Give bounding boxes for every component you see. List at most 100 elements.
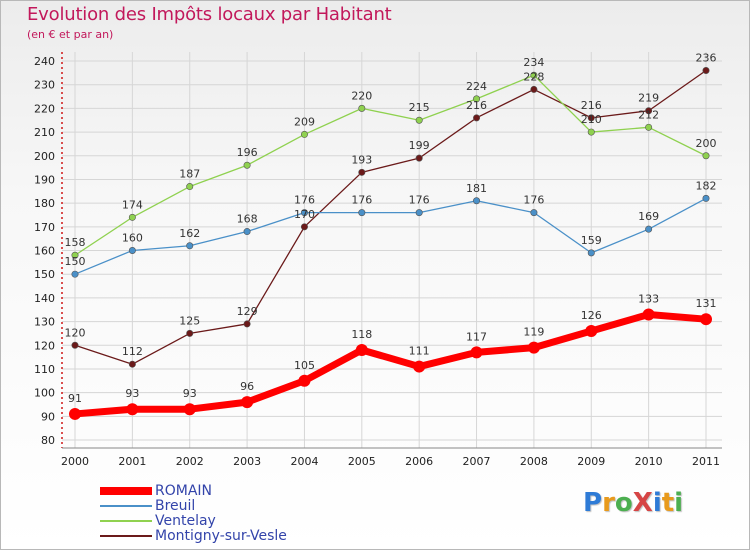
data-point-breuil: [530, 209, 538, 217]
data-point-romain: [126, 403, 139, 416]
data-label-romain: 93: [125, 387, 139, 400]
data-label-montigny-sur-vesle: 219: [638, 92, 659, 105]
data-point-ventelay: [473, 95, 481, 103]
y-tick-label: 220: [34, 102, 55, 115]
data-label-montigny-sur-vesle: 125: [179, 314, 200, 327]
y-tick-label: 240: [34, 55, 55, 68]
x-tick-label: 2004: [290, 455, 318, 468]
data-label-breuil: 182: [696, 179, 717, 192]
legend: ROMAIN Breuil Ventelay Montigny-sur-Vesle: [100, 484, 360, 544]
logo-letter: o: [614, 488, 633, 518]
data-label-montigny-sur-vesle: 193: [351, 153, 372, 166]
logo-letter: X: [632, 488, 653, 518]
data-point-breuil: [358, 209, 366, 217]
y-tick-label: 90: [41, 410, 55, 423]
data-label-montigny-sur-vesle: 228: [523, 70, 544, 83]
data-label-breuil: 176: [351, 194, 372, 207]
data-point-ventelay: [358, 104, 366, 112]
data-label-romain: 96: [240, 380, 254, 393]
series-line-montigny-sur-vesle: [74, 69, 707, 365]
legend-swatch-ventelay: [100, 520, 152, 522]
data-label-romain: 126: [581, 309, 602, 322]
data-label-montigny-sur-vesle: 129: [237, 305, 258, 318]
proxiti-logo: ProXiti: [583, 488, 683, 518]
data-label-ventelay: 212: [638, 108, 659, 121]
x-tick-label: 2010: [635, 455, 663, 468]
y-tick-label: 140: [34, 292, 55, 305]
data-label-breuil: 150: [65, 255, 86, 268]
chart-title: Evolution des Impôts locaux par Habitant: [27, 4, 392, 25]
data-point-romain: [585, 325, 598, 338]
data-point-romain: [298, 374, 311, 387]
data-label-romain: 133: [638, 292, 659, 305]
data-point-ventelay: [702, 152, 710, 160]
y-tick-label: 160: [34, 245, 55, 258]
data-label-ventelay: 158: [65, 236, 86, 249]
legend-item-breuil: Breuil: [100, 499, 360, 514]
logo-letter: r: [602, 488, 615, 518]
chart-subtitle: (en € et par an): [27, 28, 114, 41]
logo-letter: i: [652, 488, 662, 518]
series-line-romain: [71, 310, 710, 418]
legend-item-romain: ROMAIN: [100, 484, 360, 499]
data-label-breuil: 159: [581, 234, 602, 247]
logo-letter: t: [661, 488, 675, 518]
data-point-montigny-sur-vesle: [71, 341, 79, 349]
data-label-breuil: 176: [409, 194, 430, 207]
data-point-montigny-sur-vesle: [702, 66, 710, 74]
data-label-breuil: 176: [294, 194, 315, 207]
series-line-ventelay: [74, 74, 707, 256]
data-label-breuil: 176: [523, 194, 544, 207]
data-label-romain: 111: [409, 345, 430, 358]
data-point-romain: [470, 346, 483, 359]
x-tick-label: 2000: [61, 455, 89, 468]
x-tick-label: 2003: [233, 455, 261, 468]
data-point-montigny-sur-vesle: [415, 154, 423, 162]
y-tick-label: 110: [34, 363, 55, 376]
data-point-ventelay: [71, 251, 79, 259]
x-tick-label: 2007: [463, 455, 491, 468]
legend-item-ventelay: Ventelay: [100, 514, 360, 529]
data-point-breuil: [645, 225, 653, 233]
data-point-ventelay: [530, 71, 538, 79]
data-label-montigny-sur-vesle: 120: [65, 326, 86, 339]
data-point-breuil: [415, 209, 423, 217]
legend-item-montigny-sur-vesle: Montigny-sur-Vesle: [100, 529, 360, 544]
data-point-romain: [413, 360, 426, 373]
data-label-ventelay: 209: [294, 115, 315, 128]
data-label-breuil: 168: [237, 213, 258, 226]
data-label-romain: 117: [466, 330, 487, 343]
data-point-breuil: [702, 194, 710, 202]
data-point-montigny-sur-vesle: [128, 360, 136, 368]
y-tick-label: 210: [34, 126, 55, 139]
data-point-ventelay: [415, 116, 423, 124]
data-point-ventelay: [128, 213, 136, 221]
data-point-montigny-sur-vesle: [358, 168, 366, 176]
data-point-romain: [241, 396, 254, 409]
y-tick-label: 190: [34, 173, 55, 186]
data-point-ventelay: [186, 183, 194, 191]
data-point-ventelay: [587, 128, 595, 136]
data-point-romain: [355, 343, 368, 356]
data-point-breuil: [587, 249, 595, 257]
data-label-breuil: 162: [179, 227, 200, 240]
y-tick-label: 180: [34, 197, 55, 210]
logo-letter: P: [583, 488, 603, 518]
y-tick-label: 230: [34, 79, 55, 92]
data-point-montigny-sur-vesle: [243, 320, 251, 328]
x-tick-label: 2011: [692, 455, 720, 468]
x-tick-label: 2001: [118, 455, 146, 468]
data-label-montigny-sur-vesle: 216: [581, 99, 602, 112]
data-point-montigny-sur-vesle: [473, 114, 481, 122]
data-label-breuil: 160: [122, 232, 143, 245]
y-tick-label: 120: [34, 339, 55, 352]
data-label-romain: 91: [68, 392, 82, 405]
data-label-ventelay: 200: [696, 137, 717, 150]
y-tick-label: 130: [34, 316, 55, 329]
x-tick-label: 2008: [520, 455, 548, 468]
data-point-breuil: [243, 228, 251, 236]
y-tick-label: 170: [34, 221, 55, 234]
logo-letter: i: [674, 488, 684, 518]
data-label-romain: 119: [523, 326, 544, 339]
legend-label-montigny-sur-vesle: Montigny-sur-Vesle: [155, 528, 287, 544]
